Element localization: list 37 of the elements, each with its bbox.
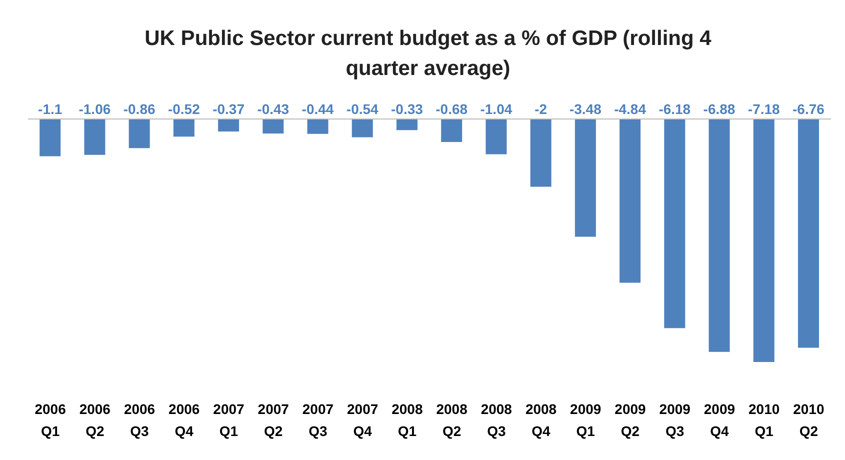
x-tick-label: 2006 Q4 xyxy=(168,401,200,439)
data-label: -6.18 xyxy=(658,101,691,117)
data-label: -1.1 xyxy=(38,101,62,117)
x-tick-label: 2009 Q3 xyxy=(659,401,691,439)
data-label: -0.52 xyxy=(168,101,200,117)
x-tick-label: 2009 Q2 xyxy=(614,401,646,439)
x-tick-label: 2010 Q2 xyxy=(793,401,824,439)
x-tick-label: 2007 Q4 xyxy=(347,401,378,439)
data-label: -1.04 xyxy=(480,101,512,117)
x-tick-label: 2008 Q2 xyxy=(436,401,468,439)
data-label: -0.43 xyxy=(257,101,290,117)
x-tick-label: 2007 Q1 xyxy=(213,401,245,439)
data-label: -0.33 xyxy=(391,101,424,117)
x-tick-label: 2006 Q2 xyxy=(79,401,111,439)
x-tick-label: 2009 Q1 xyxy=(570,401,602,439)
data-label: -6.76 xyxy=(792,101,825,117)
data-label: -1.06 xyxy=(78,101,111,117)
data-label: -0.68 xyxy=(436,101,468,117)
x-tick-label: 2007 Q3 xyxy=(302,401,334,439)
data-label: -3.48 xyxy=(569,101,602,117)
data-label: -7.18 xyxy=(748,101,780,117)
data-label: -0.86 xyxy=(123,101,156,117)
x-tick-label: 2007 Q2 xyxy=(258,401,290,439)
data-label: -0.37 xyxy=(212,101,245,117)
data-label: -0.54 xyxy=(346,101,379,117)
data-label: -0.44 xyxy=(302,101,334,117)
x-tick-label: 2008 Q4 xyxy=(525,401,557,439)
chart-title: UK Public Sector current budget as a % of GDP (rolling 4 quarter average) xyxy=(144,26,712,82)
data-label: -4.84 xyxy=(614,101,646,117)
x-tick-label: 2008 Q3 xyxy=(480,401,512,439)
data-label: -2 xyxy=(534,101,548,117)
x-tick-label: 2006 Q1 xyxy=(34,401,66,439)
x-tick-label: 2006 Q3 xyxy=(124,401,156,439)
x-tick-label: 2008 Q1 xyxy=(392,401,423,439)
x-tick-label: 2010 Q1 xyxy=(748,401,780,439)
data-label: -6.88 xyxy=(703,101,736,117)
x-tick-label: 2009 Q4 xyxy=(704,401,736,439)
